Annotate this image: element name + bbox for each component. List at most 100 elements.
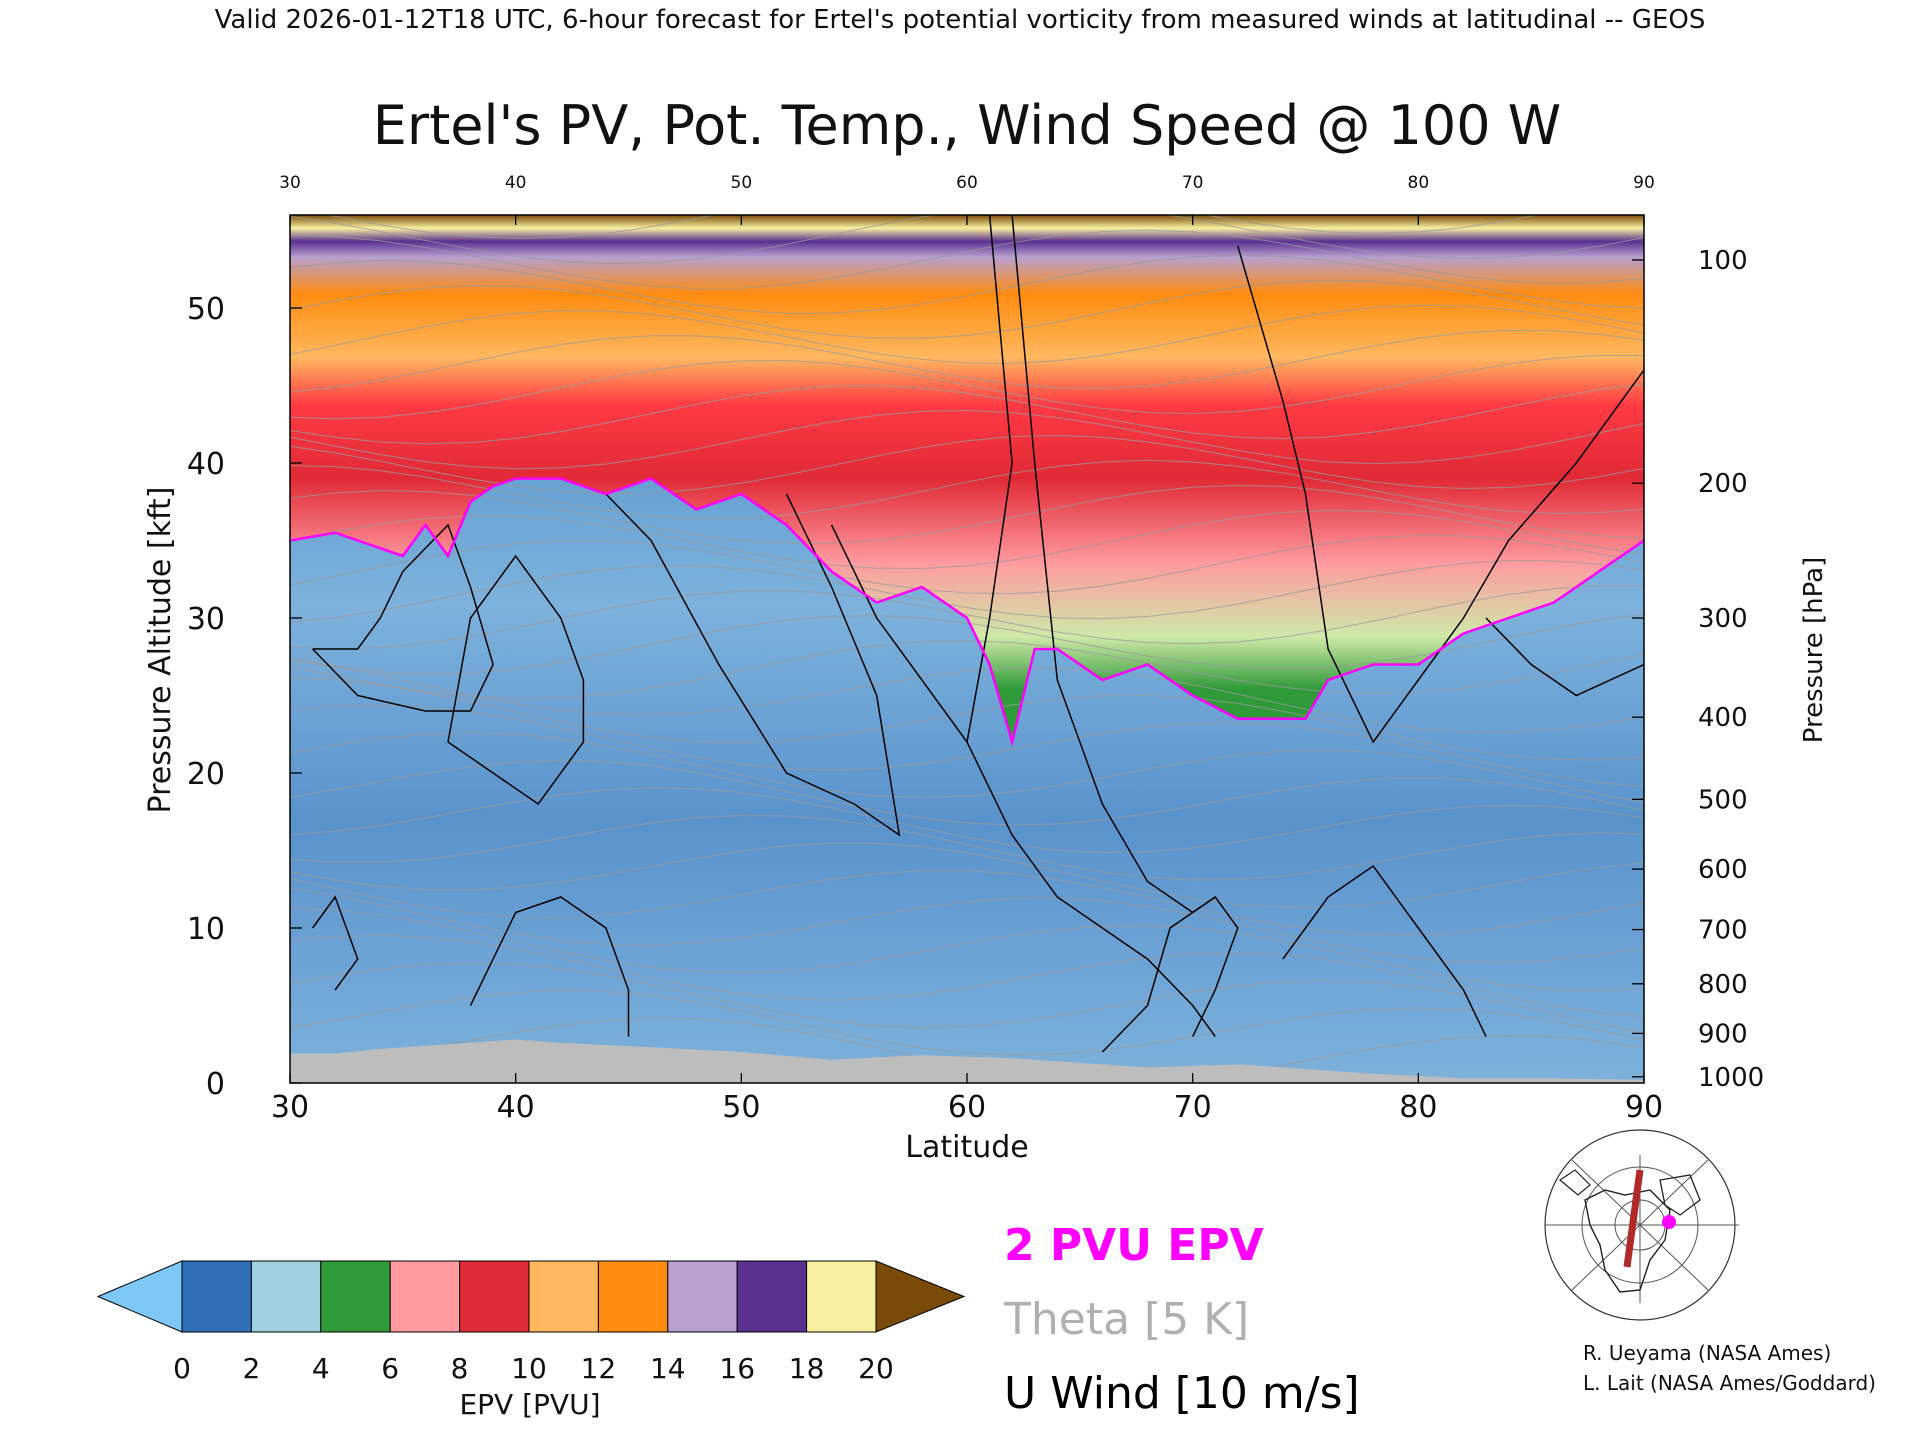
u-wind-contour	[1282, 864, 1487, 1037]
colorbar-segment	[806, 1260, 877, 1333]
colorbar-tick-label: 0	[173, 1352, 191, 1385]
colorbar-segment	[181, 1260, 252, 1333]
locator-map	[1544, 1129, 1739, 1321]
colorbar-segment	[320, 1260, 391, 1333]
x-tick-label: 90	[1625, 1090, 1663, 1125]
theta-contour	[290, 787, 1644, 854]
credit-lait: L. Lait (NASA Ames/Goddard)	[1583, 1371, 1876, 1395]
theta-contour	[290, 989, 1644, 1056]
colorbar-tick-label: 12	[581, 1352, 617, 1385]
epv-colorbar: 0 2 4 6 8 10 12 14 16 18 20	[96, 1260, 966, 1385]
theta-contour	[325, 215, 1540, 240]
y-tick-label: 40	[187, 447, 225, 482]
colorbar-label: EPV [PVU]	[459, 1388, 600, 1421]
legend-pv2: 2 PVU EPV	[1004, 1220, 1264, 1271]
y-tick-label: 20	[187, 757, 225, 792]
pressure-tick-label: 400	[1698, 703, 1748, 733]
y2-axis-label: Pressure [hPa]	[1799, 557, 1829, 744]
u-wind-contour	[1237, 245, 1644, 744]
theta-contour	[290, 759, 1644, 826]
theta-contour	[290, 304, 1644, 364]
x-axis-label: Latitude	[905, 1130, 1028, 1165]
legend-theta: Theta [5 K]	[1003, 1294, 1249, 1345]
pressure-tick-label: 600	[1698, 855, 1748, 885]
chart-title: Ertel's PV, Pot. Temp., Wind Speed @ 100…	[373, 94, 1561, 157]
colorbar-tick-label: 20	[858, 1352, 894, 1385]
colorbar-tick-label: 18	[789, 1352, 825, 1385]
pressure-tick-label: 300	[1698, 604, 1748, 634]
u-wind-contour	[1101, 895, 1239, 1053]
theta-contour	[290, 560, 1644, 623]
theta-contour	[290, 383, 1644, 445]
plot-area	[290, 215, 1644, 1083]
theta-contour	[290, 434, 1644, 495]
theta-contour	[290, 870, 1644, 936]
theta-contour	[290, 509, 1644, 570]
credit-ueyama: R. Ueyama (NASA Ames)	[1583, 1341, 1831, 1365]
x-tick-label: 50	[722, 1090, 760, 1125]
legend-uwind: U Wind [10 m/s]	[1004, 1368, 1360, 1419]
topography	[290, 1039, 1644, 1083]
pressure-tick-label: 100	[1698, 246, 1748, 276]
colorbar-segment	[459, 1260, 530, 1333]
y-tick-label: 50	[187, 292, 225, 327]
theta-contour	[290, 657, 1644, 733]
x-tick-label: 30	[271, 1090, 309, 1125]
pressure-tick-label: 200	[1698, 469, 1748, 499]
y-tick-label: 30	[187, 602, 225, 637]
colorbar-tick-label: 10	[511, 1352, 547, 1385]
theta-contour	[290, 704, 1644, 788]
theta-contour	[290, 907, 1644, 991]
theta-contour	[290, 842, 1644, 908]
top-tick-label: 70	[1182, 173, 1204, 193]
theta-contour	[290, 215, 1644, 265]
header-text: Valid 2026-01-12T18 UTC, 6-hour forecast…	[215, 5, 1706, 35]
theta-contour	[290, 459, 1644, 520]
colorbar-segment	[667, 1260, 738, 1333]
u-wind-contour	[469, 896, 630, 1037]
theta-contour	[290, 484, 1644, 544]
x-tick-label: 40	[497, 1090, 535, 1125]
colorbar-segment	[597, 1260, 669, 1333]
colorbar-tick-label: 4	[312, 1352, 330, 1385]
top-tick-label: 30	[279, 173, 301, 193]
theta-contour	[290, 934, 1644, 1018]
theta-contour	[290, 962, 1644, 1034]
pressure-tick-label: 1000	[1698, 1063, 1764, 1093]
x-tick-label: 60	[948, 1090, 986, 1125]
theta-contour	[290, 640, 1644, 700]
y-tick-label: 10	[187, 912, 225, 947]
u-wind-contour	[966, 741, 1216, 1037]
top-tick-label: 80	[1408, 173, 1430, 193]
theta-contour	[290, 585, 1644, 650]
colorbar-tick-label: 14	[650, 1352, 686, 1385]
stratosphere-field	[290, 215, 1644, 742]
y-tick-label: 0	[206, 1067, 225, 1102]
x-tick-label: 80	[1399, 1090, 1437, 1125]
theta-contour	[290, 279, 1644, 339]
top-tick-label: 60	[956, 173, 978, 193]
top-tick-label: 90	[1633, 173, 1655, 193]
u-wind-contour	[605, 493, 901, 837]
plot-fields	[290, 215, 1644, 1083]
x-tick-label: 70	[1174, 1090, 1212, 1125]
colorbar-tick-label: 16	[719, 1352, 755, 1385]
theta-contour	[290, 229, 1644, 290]
colorbar-segment	[389, 1260, 461, 1333]
colorbar-over-arrow	[875, 1260, 966, 1333]
u-wind-contour	[311, 895, 359, 991]
pv2-contour	[290, 477, 1644, 747]
theta-contour	[290, 409, 1644, 470]
theta-contour	[290, 354, 1644, 420]
u-wind-contour	[1485, 617, 1644, 697]
theta-contour	[290, 329, 1644, 393]
map-marker	[1662, 1215, 1676, 1229]
top-tick-label: 40	[505, 173, 527, 193]
theta-contour	[290, 613, 1644, 675]
colorbar-segment	[250, 1260, 322, 1333]
pressure-tick-label: 800	[1698, 970, 1748, 1000]
colorbar-tick-label: 2	[242, 1352, 260, 1385]
theta-contour	[290, 677, 1644, 761]
pressure-tick-label: 700	[1698, 916, 1748, 946]
